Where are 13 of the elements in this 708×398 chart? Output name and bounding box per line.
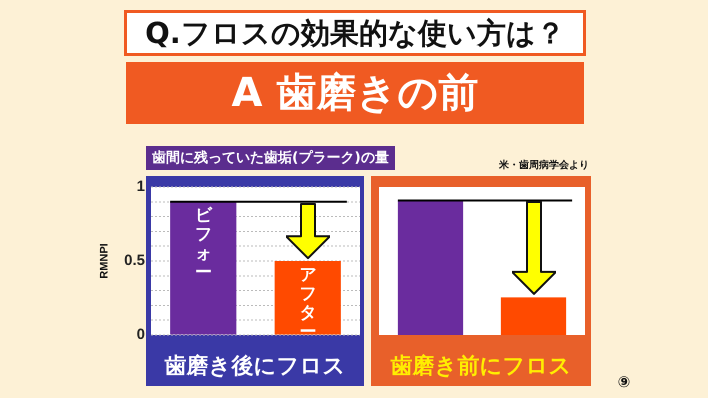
x-axis-title: 歯磨き前にフロス	[390, 353, 572, 381]
y-tick-label: 0	[136, 326, 145, 344]
y-axis-title: RMNPI	[98, 243, 111, 279]
text: 歯間に残っていた歯垢(プラーク)の量	[146, 146, 395, 170]
x-tick-label: アフター	[299, 264, 316, 342]
chart-subtitle: A 歯磨きの前	[126, 62, 584, 124]
text: ⑨	[616, 372, 632, 392]
y-tick-label: 0.5	[124, 252, 145, 270]
x-axis-title: 歯磨き後にフロス	[164, 353, 346, 381]
x-tick-label: ビフォー	[194, 206, 213, 283]
chart-title: Q.フロスの効果的な使い方は？	[124, 10, 586, 56]
y-tick-label: 1	[136, 178, 145, 196]
text: 米・歯周病学会より	[498, 158, 590, 173]
